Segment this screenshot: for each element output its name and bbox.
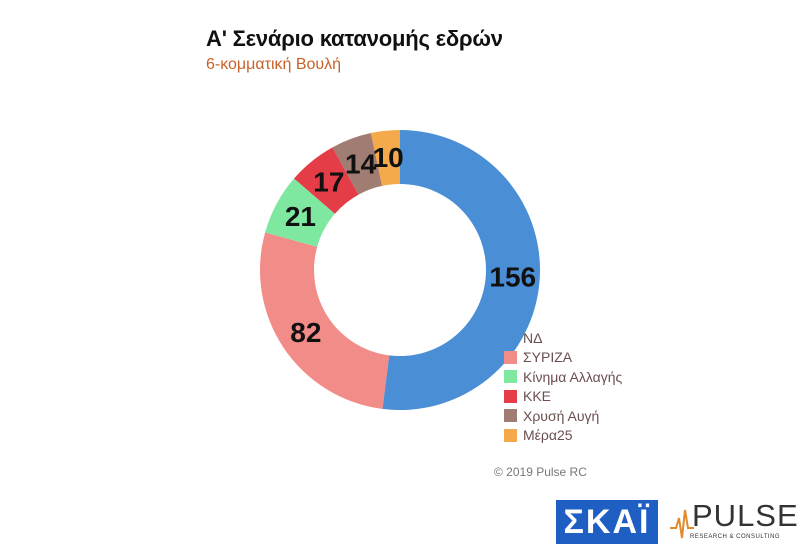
chart-title: Α' Σενάριο κατανομής εδρών	[206, 26, 503, 51]
legend-label: Κίνημα Αλλαγής	[523, 368, 623, 385]
skai-logo: ΣΚΑΪ	[556, 500, 658, 544]
donut-slice-νδ	[382, 130, 540, 410]
slice-value-label-νδ: 156	[489, 262, 536, 293]
chart-subtitle: 6-κομματική Βουλή	[206, 56, 342, 73]
legend-item-χρυσή-αυγή: Χρυσή Αυγή	[504, 406, 622, 426]
legend-swatch	[504, 389, 517, 403]
donut-slice-μέρα25	[370, 130, 400, 186]
legend-swatch	[504, 428, 517, 442]
legend-swatch	[504, 331, 517, 345]
legend-item-νδ: ΝΔ	[504, 328, 622, 348]
pulse-logo-text: PULSE	[692, 498, 799, 533]
donut-slice-συριζα	[260, 232, 390, 409]
legend-label: ΚΚΕ	[523, 388, 552, 405]
slice-value-label-μέρα25: 10	[373, 142, 404, 173]
donut-slice-χρυσή-αυγή	[332, 133, 383, 195]
pulse-logo: PULSE RESEARCH & CONSULTING	[670, 498, 798, 544]
skai-logo-text: ΣΚΑΪ	[563, 502, 651, 541]
legend-label: Χρυσή Αυγή	[523, 407, 600, 424]
slice-value-label-συριζα: 82	[290, 317, 321, 348]
pulse-wave-icon	[670, 509, 694, 539]
legend-label: ΣΥΡΙΖΑ	[523, 349, 573, 366]
donut-slice-κίνημα-αλλαγής	[265, 178, 335, 247]
legend-item-συριζα: ΣΥΡΙΖΑ	[504, 348, 622, 368]
slice-value-label-χρυσή-αυγή: 14	[345, 149, 377, 180]
legend-swatch	[504, 350, 517, 364]
legend-label: ΝΔ	[523, 329, 543, 346]
chart-legend: ΝΔ ΣΥΡΙΖΑ Κίνημα Αλλαγής ΚΚΕ Χρυσή Αυγή Μέρα2…	[504, 328, 622, 445]
donut-slice-κκε	[294, 147, 359, 214]
legend-swatch	[504, 370, 517, 384]
slice-value-label-κκε: 17	[313, 167, 344, 198]
pulse-logo-tagline: RESEARCH & CONSULTING	[690, 534, 781, 540]
legend-item-κίνημα-αλλαγής: Κίνημα Αλλαγής	[504, 367, 622, 387]
legend-item-μέρα25: Μέρα25	[504, 426, 622, 446]
slice-value-label-κίνημα-αλλαγής: 21	[285, 201, 316, 232]
copyright-text: © 2019 Pulse RC	[494, 465, 587, 479]
legend-label: Μέρα25	[523, 427, 573, 444]
legend-item-κκε: ΚΚΕ	[504, 387, 622, 407]
legend-swatch	[504, 409, 517, 423]
